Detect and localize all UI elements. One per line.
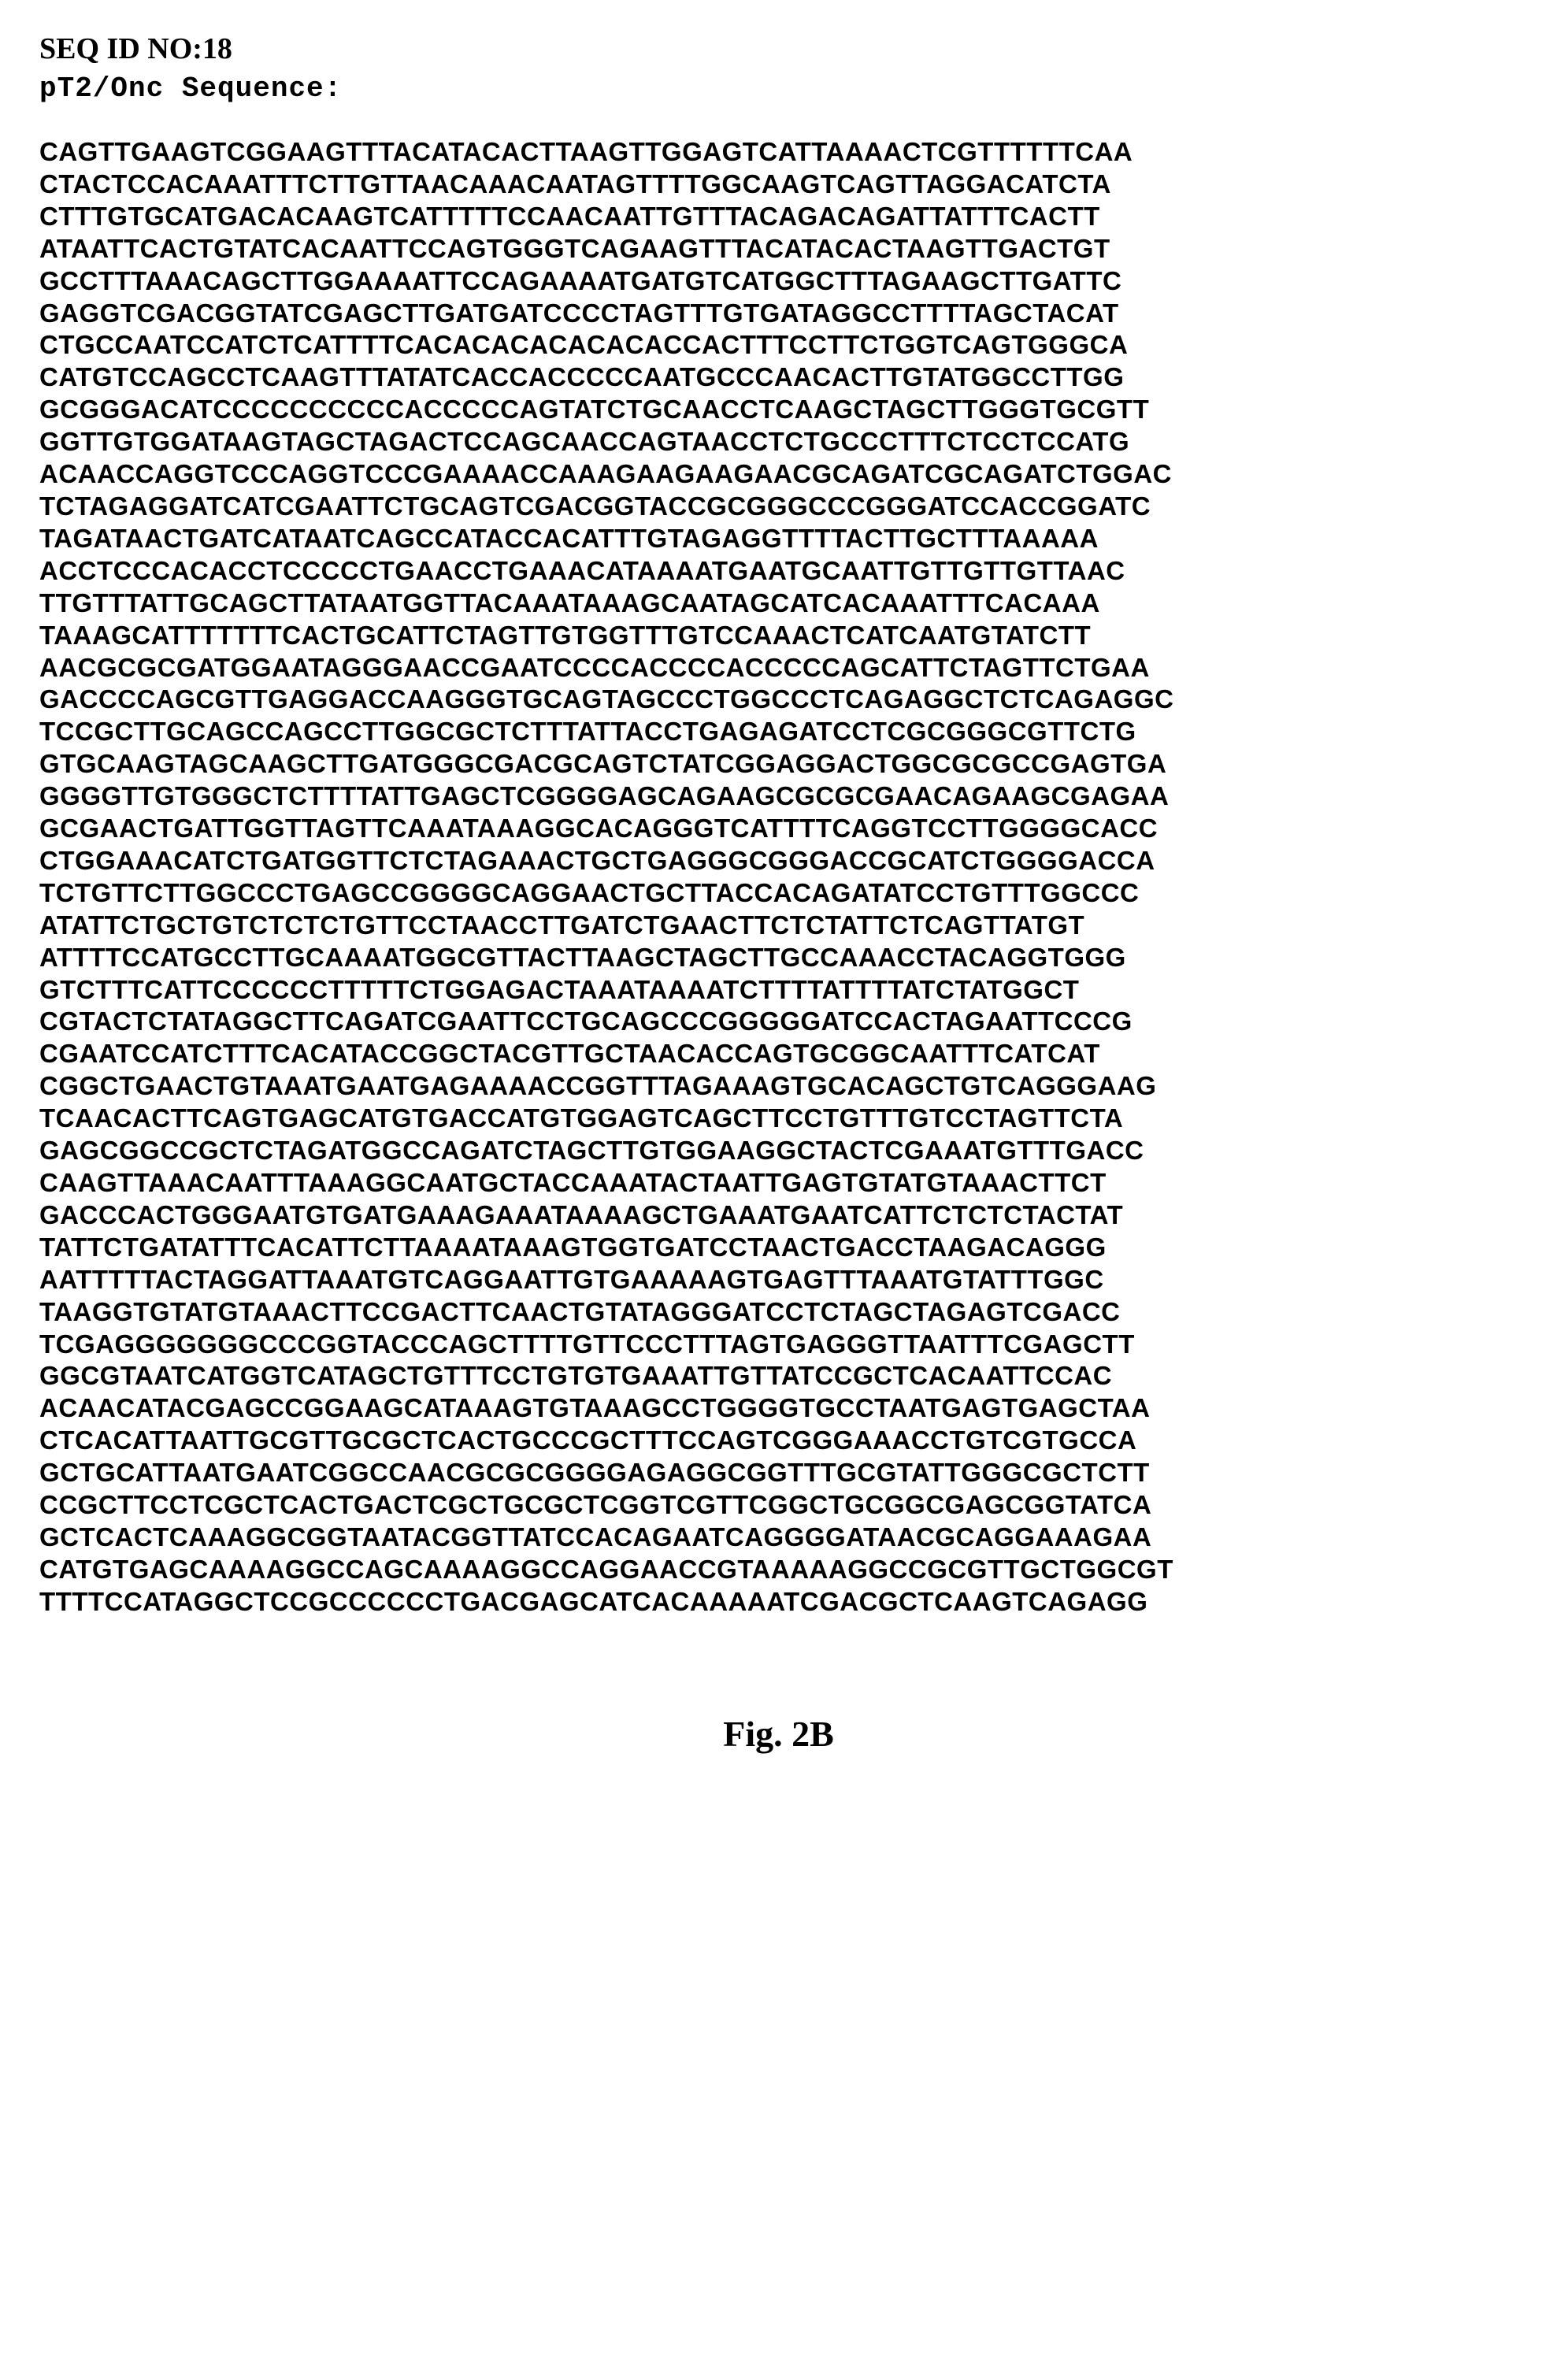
- seq-id-header: SEQ ID NO:18: [39, 32, 1518, 66]
- figure-label: Fig. 2B: [39, 1713, 1518, 1755]
- dna-sequence-block: CAGTTGAAGTCGGAAGTTTACATACACTTAAGTTGGAGTC…: [39, 136, 1518, 1618]
- sequence-subtitle: pT2/Onc Sequence:: [39, 72, 1518, 105]
